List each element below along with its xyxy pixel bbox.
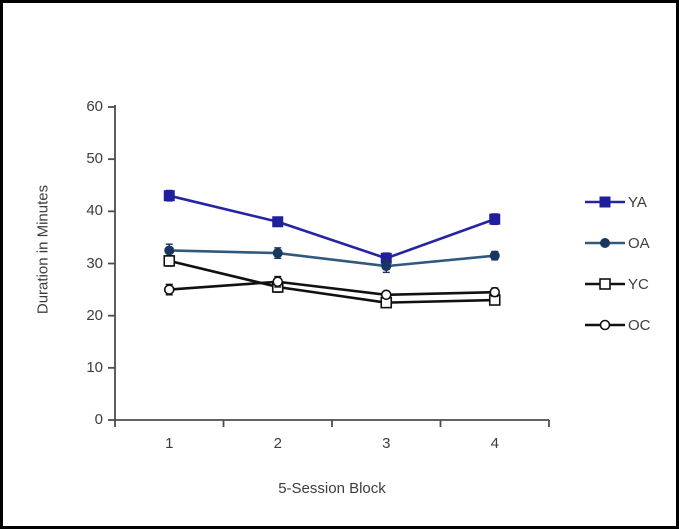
series-line-OC (169, 280, 495, 297)
legend-label: OA (628, 234, 650, 252)
y-tick-label: 60 (86, 98, 103, 115)
legend-label: YA (628, 193, 647, 211)
open-circle-marker (489, 286, 501, 298)
open-circle-marker (380, 289, 392, 301)
filled-square-marker (489, 213, 501, 225)
filled-square-marker (599, 196, 611, 208)
open-circle-marker (163, 284, 175, 295)
legend-item-yc: YC (584, 271, 649, 297)
open-square-marker (163, 255, 176, 267)
legend-item-oc: OC (584, 312, 651, 338)
series-line-YC (168, 259, 495, 304)
y-tick-label: 0 (94, 411, 103, 428)
open-circle-marker (599, 319, 611, 331)
series-OC (163, 275, 501, 301)
x-tick-label: 2 (273, 435, 282, 452)
legend-item-oa: OA (584, 230, 650, 256)
x-axis-title: 5-Session Block (278, 480, 386, 497)
series-YC (163, 254, 501, 309)
y-tick-label: 20 (86, 306, 103, 324)
filled-circle-marker (600, 238, 610, 248)
filled-circle-marker (272, 248, 283, 259)
line-chart-plot (108, 105, 550, 427)
filled-circle-marker (164, 245, 175, 256)
legend-key-filled-square (585, 196, 625, 208)
series-OA (164, 243, 500, 274)
filled-circle-marker (381, 261, 392, 272)
y-tick-label: 40 (86, 202, 103, 220)
legend-label: OC (628, 316, 651, 334)
legend-item-ya: YA (584, 189, 647, 215)
legend-label: YC (628, 275, 649, 293)
axes (108, 105, 550, 427)
filled-square-marker (380, 252, 392, 264)
filled-square-marker (163, 190, 175, 202)
y-tick-label: 30 (86, 254, 103, 272)
x-tick-label: 1 (165, 435, 174, 452)
series-line-OA (169, 249, 495, 268)
series-line-YA (168, 194, 496, 260)
y-axis-title: Duration in Minutes (34, 184, 52, 315)
x-tick-label: 4 (490, 435, 499, 452)
y-tick-label: 50 (86, 150, 103, 168)
filled-square-marker (272, 216, 284, 228)
open-circle-marker (272, 276, 284, 288)
filled-circle-marker (489, 250, 500, 261)
legend-key-filled-circle (585, 238, 625, 248)
legend-key-open-square (585, 278, 625, 290)
open-square-marker (599, 278, 611, 290)
x-tick-label: 3 (382, 435, 391, 452)
y-tick-label: 10 (86, 358, 103, 376)
legend-key-open-circle (585, 319, 625, 331)
